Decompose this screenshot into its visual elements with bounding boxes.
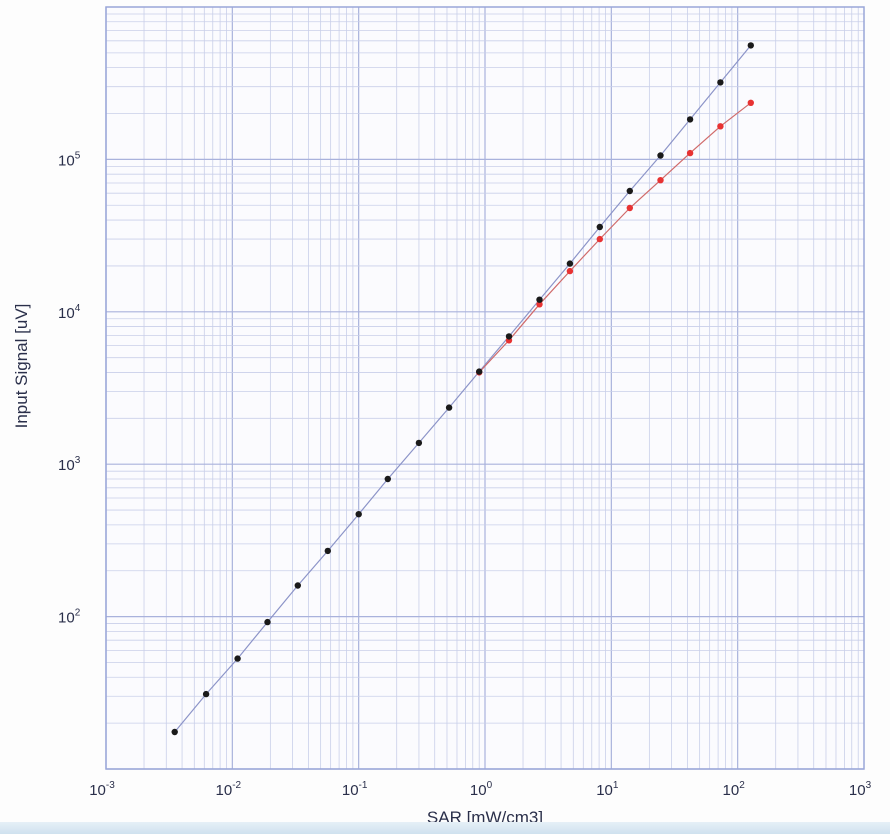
series-0-point	[355, 511, 362, 518]
series-1-point	[747, 99, 754, 107]
series-0-point	[234, 655, 241, 662]
x-tick-label: 10-1	[342, 780, 368, 799]
x-tick-label: 103	[849, 780, 872, 799]
y-tick-labels: 102 103 104 105	[58, 150, 81, 626]
y-tick-label: 105	[58, 150, 81, 169]
series-0-point	[264, 618, 271, 626]
bottom-edge-strip	[0, 822, 890, 834]
y-tick-label: 104	[58, 303, 81, 322]
series-0-point	[717, 79, 724, 86]
series-0-point	[294, 582, 301, 589]
series-1-point	[717, 123, 724, 130]
series-0-point	[445, 404, 453, 411]
series-1-point	[596, 235, 603, 243]
series-0-point	[505, 333, 513, 340]
series-1-point	[626, 204, 633, 212]
series-0-point	[476, 368, 483, 375]
x-tick-label: 100	[470, 780, 493, 799]
series-0-point	[202, 690, 210, 698]
series-0-point	[536, 296, 543, 303]
x-tick-label: 101	[596, 780, 619, 799]
series-1-point	[536, 301, 543, 308]
y-tick-label: 102	[58, 608, 81, 627]
series-0-point	[566, 260, 574, 267]
series-1-point	[686, 149, 694, 157]
series-0-point	[626, 187, 633, 195]
series-0-point	[596, 223, 603, 231]
data-points	[171, 42, 754, 736]
series-line-1	[478, 102, 752, 373]
series-1-point	[566, 267, 574, 275]
series-0-point	[384, 475, 391, 483]
x-tick-label: 102	[723, 780, 746, 799]
grid	[105, 7, 864, 770]
x-tick-label: 10-3	[89, 780, 115, 799]
series-0-point	[747, 42, 754, 49]
series-0-point	[415, 439, 423, 447]
y-axis-label: Input Signal [uV]	[12, 304, 31, 429]
series-1-point	[657, 177, 664, 184]
series-0-point	[324, 547, 331, 555]
series-0-point	[686, 116, 694, 123]
series-0-point	[657, 152, 664, 159]
plot-frame	[105, 6, 865, 770]
x-tick-label: 10-2	[216, 780, 242, 799]
y-tick-label: 103	[58, 455, 81, 474]
fit-lines	[174, 45, 752, 733]
series-line-0	[174, 45, 752, 733]
x-tick-labels: 10-3 10-2 10-1 100 101 102 103	[89, 780, 871, 799]
series-0-point	[171, 728, 178, 736]
